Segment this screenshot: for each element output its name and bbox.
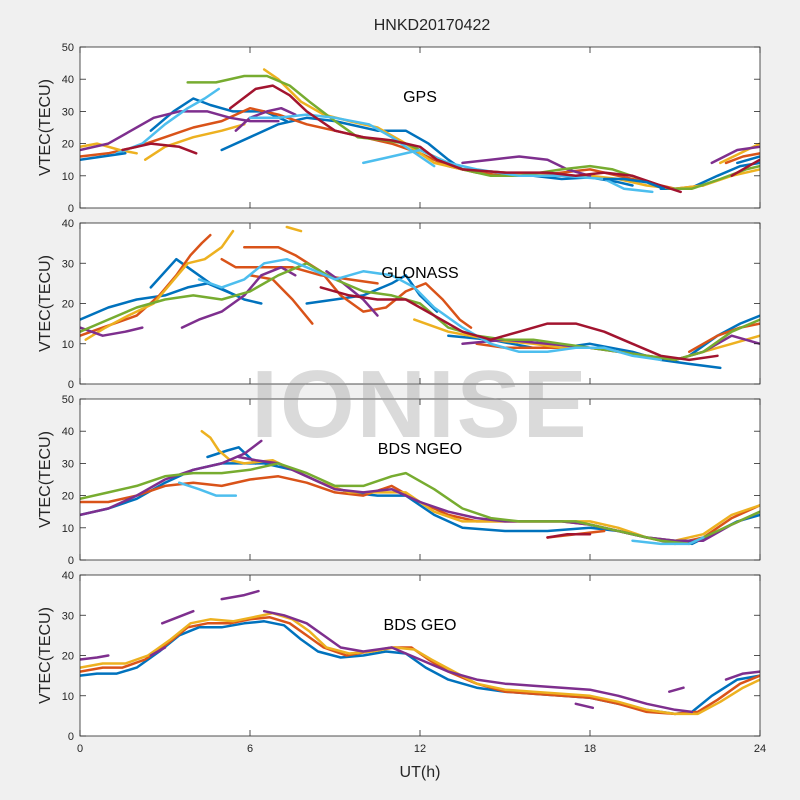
series-6-line-2 xyxy=(248,113,436,168)
panel-label: GLONASS xyxy=(381,265,458,282)
y-tick-label: 20 xyxy=(62,651,74,663)
series-4-line-1 xyxy=(80,326,144,337)
series-1-line-2 xyxy=(206,446,257,465)
panel-label: BDS GEO xyxy=(384,617,457,634)
x-tick-label: 12 xyxy=(414,743,426,755)
series-lines xyxy=(80,429,760,546)
y-tick-label: 40 xyxy=(62,426,74,438)
series-8-line-2 xyxy=(602,177,665,190)
series-2-line-2 xyxy=(220,257,379,285)
watermark: IONISE xyxy=(251,351,588,458)
series-8-line-1 xyxy=(80,152,127,161)
y-tick-label: 20 xyxy=(62,491,74,503)
series-4-line-3 xyxy=(461,155,592,178)
series-2-line-3 xyxy=(243,245,473,329)
series-4-line-4 xyxy=(710,145,760,165)
series-4-line-2 xyxy=(237,455,760,542)
series-8-line-3 xyxy=(736,155,760,165)
y-tick-label: 50 xyxy=(62,42,74,54)
x-tick-label: 6 xyxy=(247,743,253,755)
plot-area xyxy=(80,399,760,560)
series-2-line-4 xyxy=(248,274,314,325)
series-1-line-4 xyxy=(447,334,722,370)
panel-label: BDS NGEO xyxy=(378,441,462,458)
y-tick-label: 10 xyxy=(62,691,74,703)
y-tick-label: 10 xyxy=(62,523,74,535)
series-2-line-1 xyxy=(80,106,705,190)
panel-3: 0 10 20 30 40 50 VTEC(TECU) BDS NGEO xyxy=(37,394,761,567)
series-7-line-1 xyxy=(121,142,198,155)
series-2-line-2 xyxy=(724,152,760,165)
series-4-line-7 xyxy=(668,686,685,693)
panel-label: GPS xyxy=(403,89,437,106)
y-tick-label: 10 xyxy=(62,339,74,351)
series-lines xyxy=(80,68,760,194)
series-4-line-2 xyxy=(149,646,167,657)
series-7-line-1 xyxy=(319,286,719,362)
series-3-line-1 xyxy=(84,229,235,341)
series-4-line-6 xyxy=(574,702,595,710)
y-axis-label: VTEC(TECU) xyxy=(37,255,54,352)
series-4-line-8 xyxy=(724,670,760,681)
series-6-line-1 xyxy=(177,481,238,497)
panels: 0 10 20 30 40 50 VTEC(TECU) GPS 0 10 20 30 40 VTEC(TE… xyxy=(37,42,766,755)
y-tick-label: 30 xyxy=(62,458,74,470)
y-axis-label: VTEC(TECU) xyxy=(37,607,54,704)
series-7-line-1 xyxy=(546,532,592,539)
y-tick-label: 40 xyxy=(62,570,74,582)
series-5-line-1 xyxy=(80,262,760,362)
y-tick-label: 30 xyxy=(62,610,74,622)
series-1-line-5 xyxy=(687,314,760,358)
y-tick-label: 20 xyxy=(62,139,74,151)
series-6-line-1 xyxy=(197,257,663,362)
panel-4: 0 10 20 30 40 0 6 12 18 24 VTEC(TECU) BDS GEO xyxy=(37,570,766,755)
y-axis-label: VTEC(TECU) xyxy=(37,79,54,176)
series-7-line-2 xyxy=(228,84,682,194)
y-tick-label: 50 xyxy=(62,394,74,406)
series-2-line-6 xyxy=(687,322,760,354)
series-4-line-2 xyxy=(180,266,297,329)
figure-title: HNKD20170422 xyxy=(374,17,491,34)
series-1-line-2 xyxy=(220,116,634,187)
series-4-line-3 xyxy=(160,609,195,625)
series-1-line-3 xyxy=(305,274,439,313)
series-4-line-4 xyxy=(220,589,260,601)
series-lines xyxy=(80,225,760,370)
x-tick-label: 24 xyxy=(754,743,766,755)
series-3-line-2 xyxy=(143,123,246,161)
series-4-line-3 xyxy=(325,270,379,317)
series-6-line-2 xyxy=(631,536,705,546)
series-2-line-5 xyxy=(475,342,563,350)
series-4-line-1 xyxy=(80,654,110,661)
series-4-line-5 xyxy=(262,609,694,714)
series-5-line-1 xyxy=(80,462,760,546)
y-tick-label: 0 xyxy=(68,379,74,391)
y-tick-label: 0 xyxy=(68,731,74,743)
panel-1: 0 10 20 30 40 50 VTEC(TECU) GPS xyxy=(37,42,761,215)
series-3-line-1 xyxy=(80,142,138,155)
panel-2: 0 10 20 30 40 VTEC(TECU) GLONASS xyxy=(37,218,761,391)
series-7-line-3 xyxy=(730,158,760,178)
x-axis-label: UT(h) xyxy=(400,764,441,781)
y-tick-label: 20 xyxy=(62,299,74,311)
series-3-line-2 xyxy=(285,225,303,233)
y-axis-label: VTEC(TECU) xyxy=(37,431,54,528)
series-4-line-2 xyxy=(234,106,297,132)
y-tick-label: 40 xyxy=(62,74,74,86)
x-tick-label: 18 xyxy=(584,743,596,755)
y-tick-label: 0 xyxy=(68,555,74,567)
series-lines xyxy=(80,589,760,716)
y-tick-label: 10 xyxy=(62,171,74,183)
x-tick-label: 0 xyxy=(77,743,83,755)
y-tick-label: 0 xyxy=(68,203,74,215)
y-tick-label: 40 xyxy=(62,218,74,230)
y-tick-label: 30 xyxy=(62,258,74,270)
series-4-line-1 xyxy=(80,110,280,152)
y-tick-label: 30 xyxy=(62,106,74,118)
